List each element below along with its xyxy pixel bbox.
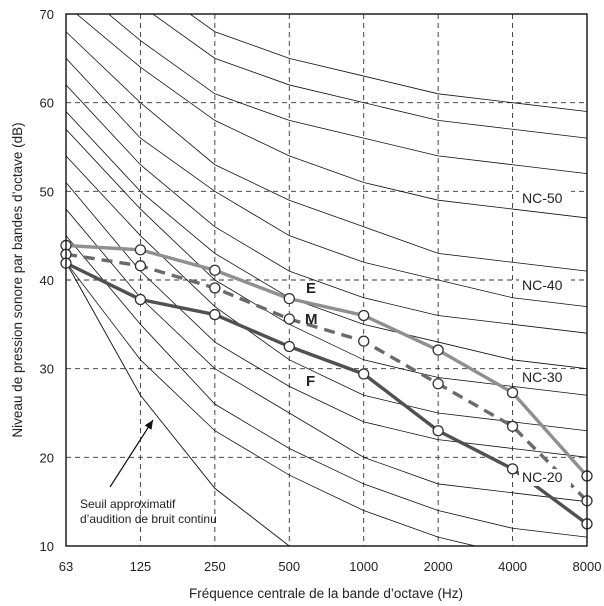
nc-curve-line bbox=[66, 111, 587, 370]
nc-curve-label: NC-50 bbox=[522, 190, 563, 206]
series-label-e: E bbox=[306, 280, 316, 297]
nc-label-background bbox=[519, 369, 571, 386]
y-tick-label: 70 bbox=[40, 7, 54, 22]
nc-curve-line bbox=[66, 235, 587, 538]
nc-curve-label: NC-30 bbox=[522, 369, 563, 385]
x-tick-label: 2000 bbox=[424, 559, 453, 574]
annotation-arrow-line bbox=[109, 419, 154, 488]
x-axis-title: Fréquence centrale de la bande d’octave … bbox=[189, 586, 463, 601]
nc-curve-line bbox=[66, 31, 587, 272]
data-point bbox=[432, 344, 444, 356]
series-label-m: M bbox=[305, 311, 318, 328]
data-point bbox=[506, 386, 519, 399]
threshold-curve bbox=[66, 262, 290, 546]
nc-curve-line bbox=[66, 58, 587, 307]
y-tick-label: 50 bbox=[40, 184, 54, 199]
annotation-arrow-head bbox=[144, 420, 153, 430]
y-tick-label: 30 bbox=[40, 362, 54, 377]
data-point bbox=[432, 425, 444, 437]
nc-curve-line bbox=[66, 208, 587, 503]
data-point bbox=[283, 292, 295, 305]
data-point bbox=[506, 463, 519, 475]
nc-curve-line bbox=[107, 14, 587, 174]
data-point bbox=[358, 335, 370, 347]
x-tick-label: 8000 bbox=[573, 559, 602, 574]
series-label-f: F bbox=[306, 373, 315, 390]
data-point bbox=[134, 244, 147, 256]
y-tick-label: 10 bbox=[40, 539, 54, 554]
nc-curve-line bbox=[76, 14, 587, 219]
series-line-e bbox=[65, 243, 589, 478]
data-point bbox=[283, 313, 295, 325]
nc-curve-line bbox=[152, 14, 587, 139]
y-tick-label: 40 bbox=[40, 273, 54, 288]
data-point bbox=[134, 293, 147, 306]
data-point bbox=[209, 264, 221, 276]
x-tick-labels: 63 125 250 500 1000 2000 4000 8000 bbox=[59, 559, 602, 574]
x-tick-label: 500 bbox=[278, 559, 300, 574]
hearing-threshold-line bbox=[66, 262, 290, 546]
series-lines bbox=[60, 239, 593, 530]
y-tick-labels: 10 20 30 40 50 60 70 bbox=[40, 7, 54, 554]
plot-frame bbox=[65, 13, 588, 547]
data-point bbox=[358, 309, 370, 322]
nc-curves bbox=[66, 14, 587, 546]
data-point bbox=[432, 378, 444, 390]
series-line-f bbox=[65, 261, 589, 526]
data-point bbox=[209, 282, 221, 294]
chart-labels: NC-50 NC-40 NC-30 NC-20 EM F Seuil approximati… bbox=[80, 190, 571, 526]
data-point bbox=[506, 420, 519, 432]
nc-label-background bbox=[519, 190, 571, 207]
x-tick-label: 1000 bbox=[349, 559, 378, 574]
nc-curve-line bbox=[66, 182, 587, 458]
y-tick-label: 60 bbox=[40, 96, 54, 111]
nc-curve-line bbox=[66, 262, 478, 546]
data-point bbox=[358, 368, 370, 380]
x-tick-label: 63 bbox=[59, 559, 73, 574]
x-tick-label: 4000 bbox=[498, 559, 527, 574]
y-tick-label: 20 bbox=[40, 450, 54, 465]
x-tick-label: 125 bbox=[130, 559, 152, 574]
nc-curve-line bbox=[189, 14, 587, 112]
nc-curve-label: NC-40 bbox=[522, 277, 563, 293]
nc-label-background bbox=[519, 469, 571, 486]
threshold-annotation-text: d’audition de bruit continu bbox=[80, 512, 217, 526]
series-line-m bbox=[65, 252, 589, 502]
data-point bbox=[134, 260, 147, 272]
nc-curve-label: NC-20 bbox=[522, 469, 563, 485]
x-tick-label: 250 bbox=[204, 559, 226, 574]
nc-curve-line bbox=[66, 84, 587, 334]
data-point bbox=[283, 340, 295, 353]
data-point bbox=[209, 308, 221, 321]
nc-label-background bbox=[519, 277, 571, 294]
threshold-annotation-text: Seuil approximatif bbox=[80, 497, 176, 511]
y-axis-title: Niveau de pression sonore par bandes d’o… bbox=[10, 122, 25, 437]
